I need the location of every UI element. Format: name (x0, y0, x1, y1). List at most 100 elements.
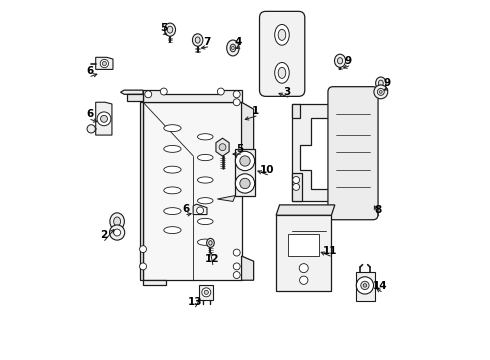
Circle shape (363, 284, 367, 287)
Circle shape (204, 290, 208, 294)
Circle shape (377, 89, 384, 95)
Polygon shape (292, 104, 300, 118)
Polygon shape (193, 204, 207, 215)
Circle shape (102, 62, 106, 66)
Circle shape (87, 125, 96, 133)
Text: 9: 9 (344, 56, 351, 66)
Circle shape (140, 263, 147, 270)
Ellipse shape (197, 239, 213, 245)
Text: 12: 12 (205, 255, 220, 265)
Ellipse shape (197, 134, 213, 140)
Ellipse shape (164, 166, 181, 173)
Circle shape (235, 151, 255, 171)
Polygon shape (127, 94, 143, 100)
Circle shape (97, 112, 111, 126)
Ellipse shape (207, 238, 214, 247)
Circle shape (110, 225, 125, 240)
Circle shape (240, 178, 250, 189)
Text: 3: 3 (284, 87, 291, 97)
Polygon shape (292, 173, 302, 201)
Text: 6: 6 (183, 204, 190, 214)
Polygon shape (143, 90, 242, 102)
Polygon shape (292, 104, 335, 201)
Ellipse shape (164, 125, 181, 132)
Text: 10: 10 (260, 165, 274, 175)
Polygon shape (143, 102, 242, 280)
Circle shape (379, 90, 382, 93)
Ellipse shape (195, 37, 200, 43)
Ellipse shape (164, 227, 181, 234)
Circle shape (293, 176, 299, 184)
Ellipse shape (278, 29, 286, 40)
Polygon shape (140, 102, 143, 280)
Circle shape (233, 271, 240, 279)
Circle shape (100, 59, 108, 68)
Ellipse shape (164, 187, 181, 194)
Circle shape (374, 85, 388, 99)
Text: 5: 5 (236, 144, 244, 154)
Ellipse shape (197, 177, 213, 183)
Circle shape (240, 156, 250, 166)
Polygon shape (276, 215, 331, 291)
Ellipse shape (335, 54, 345, 67)
FancyBboxPatch shape (328, 87, 378, 220)
Ellipse shape (275, 24, 289, 45)
Ellipse shape (197, 198, 213, 204)
Ellipse shape (165, 23, 175, 36)
Text: 13: 13 (188, 297, 202, 307)
Polygon shape (216, 138, 229, 156)
Circle shape (356, 277, 373, 294)
Polygon shape (242, 102, 254, 166)
Polygon shape (96, 57, 113, 69)
Ellipse shape (164, 145, 181, 152)
Text: 5: 5 (160, 23, 168, 33)
Text: 7: 7 (203, 37, 211, 47)
Text: 2: 2 (100, 230, 108, 240)
Circle shape (140, 246, 147, 253)
Polygon shape (235, 149, 255, 195)
Polygon shape (276, 205, 335, 215)
Circle shape (196, 207, 203, 214)
Circle shape (233, 263, 240, 270)
Circle shape (233, 99, 240, 106)
Text: 8: 8 (374, 206, 382, 215)
Ellipse shape (110, 213, 124, 230)
Text: 11: 11 (322, 246, 337, 256)
Circle shape (219, 144, 226, 150)
Ellipse shape (230, 44, 236, 52)
Text: 9: 9 (383, 78, 390, 88)
Ellipse shape (167, 26, 173, 33)
Polygon shape (199, 285, 213, 300)
Polygon shape (96, 102, 112, 135)
Text: 6: 6 (87, 109, 94, 119)
Circle shape (293, 184, 299, 190)
Ellipse shape (197, 154, 213, 161)
Circle shape (218, 88, 224, 95)
Ellipse shape (193, 34, 203, 46)
Circle shape (299, 264, 308, 273)
Polygon shape (218, 195, 235, 202)
Ellipse shape (197, 219, 213, 225)
Bar (288, 234, 319, 256)
Circle shape (233, 91, 240, 98)
Ellipse shape (378, 80, 383, 86)
Ellipse shape (376, 77, 386, 89)
Text: 4: 4 (234, 37, 242, 47)
Ellipse shape (231, 46, 234, 50)
Circle shape (235, 174, 255, 193)
Text: 6: 6 (87, 66, 94, 76)
Circle shape (361, 281, 369, 289)
Circle shape (114, 229, 121, 236)
FancyBboxPatch shape (260, 12, 305, 96)
Circle shape (160, 88, 167, 95)
Ellipse shape (164, 208, 181, 215)
Polygon shape (242, 256, 254, 280)
Ellipse shape (114, 217, 121, 226)
Polygon shape (356, 271, 374, 301)
Circle shape (233, 249, 240, 256)
Text: 1: 1 (252, 106, 259, 116)
Polygon shape (121, 90, 143, 94)
Ellipse shape (278, 67, 286, 78)
Circle shape (202, 288, 211, 297)
Circle shape (145, 91, 152, 98)
